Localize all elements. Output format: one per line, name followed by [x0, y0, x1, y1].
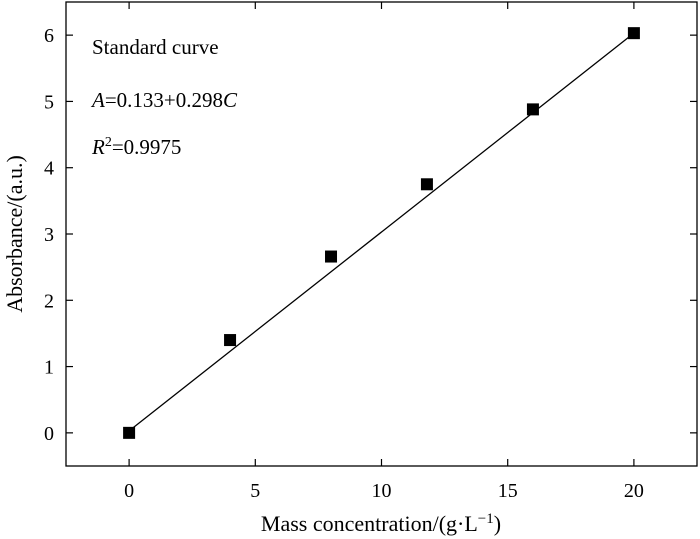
y-tick-label: 6 [44, 25, 54, 47]
y-tick-label: 5 [44, 91, 54, 113]
tick-labels: 0 5 10 15 20 0 1 2 3 4 5 6 [44, 25, 644, 502]
annotation-r2: R2=0.9975 [91, 135, 181, 159]
x-tick-label: 20 [624, 480, 644, 502]
y-tick-label: 2 [44, 290, 54, 312]
x-axis-label: Mass concentration/(g·L−1) [261, 511, 501, 536]
data-points [123, 27, 640, 439]
x-tick-label: 10 [372, 480, 392, 502]
y-tick-label: 0 [44, 423, 54, 445]
data-point [526, 103, 539, 116]
plot-frame [65, 1, 698, 467]
x-tick-label: 5 [250, 480, 260, 502]
y-tick-label: 1 [44, 357, 54, 379]
data-point [224, 334, 237, 347]
tick-marks [66, 2, 697, 466]
data-point [123, 426, 136, 439]
data-point [627, 27, 640, 40]
fit-line [128, 32, 635, 432]
x-tick-label: 15 [498, 480, 518, 502]
annotation-title: Standard curve [92, 35, 219, 59]
annotation-equation: A=0.133+0.298C [90, 88, 238, 112]
data-point [325, 250, 338, 263]
y-tick-label: 4 [44, 158, 54, 180]
y-axis-label: Absorbance/(a.u.) [2, 155, 27, 313]
x-tick-label: 0 [124, 480, 134, 502]
y-tick-label: 3 [44, 224, 54, 246]
data-point [420, 178, 433, 191]
